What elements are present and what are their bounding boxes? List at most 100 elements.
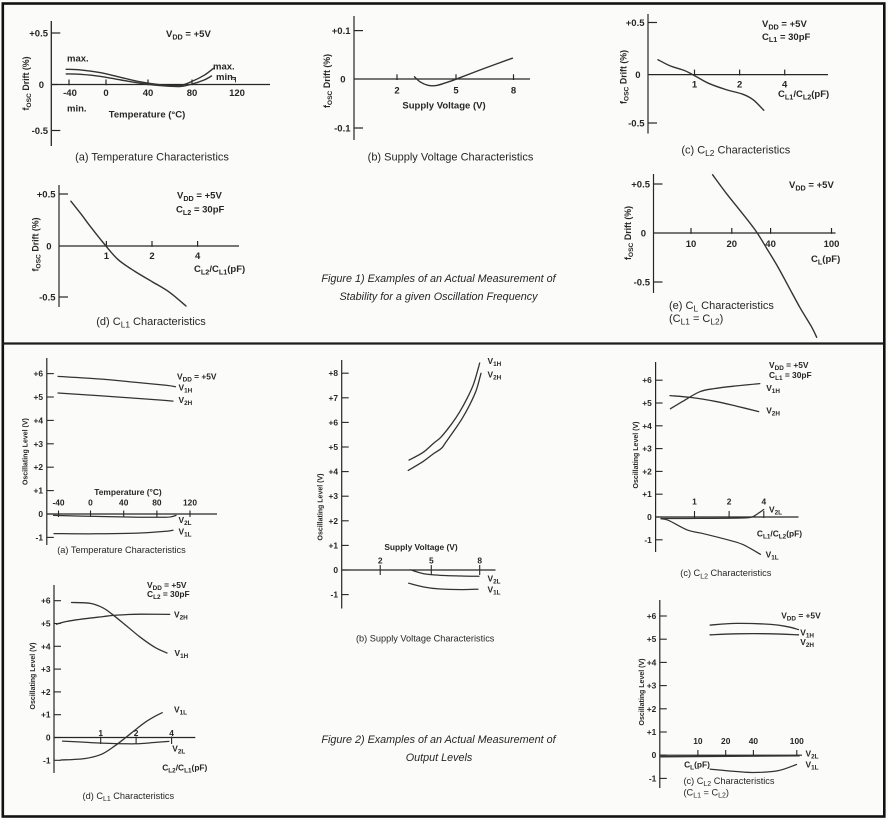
svg-text:+3: +3 (642, 444, 652, 454)
svg-text:0: 0 (46, 733, 51, 743)
svg-text:+3: +3 (647, 681, 657, 691)
svg-text:Temperature (°C): Temperature (°C) (109, 110, 185, 121)
svg-text:Temperature (°C): Temperature (°C) (94, 487, 162, 497)
svg-text:0: 0 (333, 565, 338, 575)
svg-text:Supply Voltage (V): Supply Voltage (V) (402, 101, 485, 112)
svg-text:+6: +6 (33, 369, 43, 379)
svg-text:120: 120 (183, 498, 197, 508)
svg-text:+8: +8 (328, 368, 338, 378)
svg-text:-0.5: -0.5 (32, 126, 49, 137)
svg-text:(c) CL2 Characteristics: (c) CL2 Characteristics (681, 145, 790, 159)
svg-text:0: 0 (88, 498, 93, 508)
svg-text:(a) Temperature Characteristic: (a) Temperature Characteristics (57, 545, 186, 555)
svg-text:-1: -1 (331, 590, 339, 600)
svg-text:-1: -1 (649, 773, 657, 783)
svg-text:+4: +4 (328, 467, 338, 477)
svg-text:8: 8 (511, 86, 516, 97)
svg-text:1: 1 (692, 80, 698, 91)
svg-text:max.: max. (213, 62, 235, 73)
svg-text:+2: +2 (642, 466, 652, 476)
svg-text:+7: +7 (328, 393, 338, 403)
svg-text:+2: +2 (647, 704, 657, 714)
svg-text:(CL1 = CL2): (CL1 = CL2) (669, 313, 723, 327)
svg-text:+4: +4 (33, 415, 43, 425)
svg-text:(d) CL1 Characteristics: (d) CL1 Characteristics (96, 316, 206, 330)
svg-text:2: 2 (737, 80, 742, 91)
svg-text:VDD = +5V: VDD = +5V (177, 191, 222, 203)
svg-text:2: 2 (134, 728, 139, 738)
svg-text:-1: -1 (36, 532, 44, 542)
svg-text:+1: +1 (328, 540, 338, 550)
svg-text:+6: +6 (647, 611, 657, 621)
svg-text:80: 80 (152, 498, 162, 508)
svg-text:-0.5: -0.5 (628, 118, 645, 129)
svg-text:max.: max. (67, 54, 89, 65)
svg-text:10: 10 (693, 736, 703, 746)
svg-text:40: 40 (749, 736, 759, 746)
svg-text:-1: -1 (43, 755, 51, 765)
svg-text:100: 100 (824, 239, 840, 250)
svg-text:+6: +6 (328, 417, 338, 427)
svg-text:(e) CL Characteristics: (e) CL Characteristics (669, 300, 774, 314)
svg-text:0: 0 (46, 241, 51, 252)
svg-text:1: 1 (104, 251, 110, 262)
svg-text:+0.5: +0.5 (29, 28, 48, 39)
svg-text:+2: +2 (328, 516, 338, 526)
svg-text:4: 4 (782, 80, 788, 91)
svg-text:+5: +5 (328, 442, 338, 452)
svg-text:Stability for a given Oscillat: Stability for a given Oscillation Freque… (339, 291, 538, 303)
svg-text:8: 8 (477, 556, 482, 566)
svg-text:Output Levels: Output Levels (406, 752, 473, 764)
svg-text:+4: +4 (647, 657, 657, 667)
svg-text:4: 4 (195, 251, 201, 262)
svg-text:+0.5: +0.5 (37, 189, 56, 200)
svg-text:20: 20 (727, 239, 738, 250)
svg-text:CL2/CL1(pF): CL2/CL1(pF) (194, 264, 245, 276)
svg-text:+1: +1 (33, 486, 43, 496)
svg-text:CL1/CL2(pF): CL1/CL2(pF) (778, 89, 829, 101)
svg-text:5: 5 (453, 86, 459, 97)
svg-text:4: 4 (169, 728, 174, 738)
svg-text:-0.5: -0.5 (39, 292, 56, 303)
svg-text:0: 0 (652, 750, 657, 760)
svg-text:4: 4 (761, 497, 766, 507)
svg-text:CL1 = 30pF: CL1 = 30pF (762, 32, 811, 44)
svg-text:+5: +5 (642, 398, 652, 408)
svg-text:40: 40 (119, 498, 129, 508)
svg-text:(b) Supply Voltage Characteris: (b) Supply Voltage Characteristics (356, 634, 495, 644)
svg-text:Oscillating Level (V): Oscillating Level (V) (633, 422, 640, 489)
svg-text:+1: +1 (647, 727, 657, 737)
svg-text:-40: -40 (52, 498, 64, 508)
svg-text:+6: +6 (642, 375, 652, 385)
svg-text:+4: +4 (41, 641, 51, 651)
svg-text:Oscillating Level (V): Oscillating Level (V) (639, 659, 646, 726)
svg-text:+1: +1 (642, 489, 652, 499)
svg-text:Oscillating Level (V): Oscillating Level (V) (23, 418, 30, 485)
svg-text:+1: +1 (41, 710, 51, 720)
svg-text:0: 0 (39, 80, 44, 91)
svg-text:min.: min. (216, 72, 236, 83)
svg-text:120: 120 (229, 88, 245, 99)
svg-text:0: 0 (38, 509, 43, 519)
svg-text:VDD = +5V: VDD = +5V (166, 29, 211, 41)
svg-text:(b) Supply Voltage Characteris: (b) Supply Voltage Characteristics (368, 152, 534, 164)
svg-text:+0.5: +0.5 (626, 18, 645, 29)
svg-text:100: 100 (790, 736, 804, 746)
svg-text:10: 10 (686, 239, 697, 250)
svg-text:VDD = +5V: VDD = +5V (789, 180, 834, 192)
svg-text:0: 0 (103, 88, 108, 99)
svg-text:+4: +4 (642, 421, 652, 431)
svg-text:Figure 1) Examples of an Actua: Figure 1) Examples of an Actual Measurem… (321, 273, 556, 285)
svg-text:40: 40 (765, 239, 776, 250)
svg-text:+3: +3 (33, 439, 43, 449)
svg-text:-0.1: -0.1 (334, 123, 351, 134)
svg-text:1: 1 (98, 728, 103, 738)
svg-text:2: 2 (149, 251, 154, 262)
svg-text:+0.1: +0.1 (332, 26, 351, 37)
svg-text:80: 80 (187, 88, 198, 99)
svg-text:VDD = +5V: VDD = +5V (762, 19, 807, 31)
svg-text:2: 2 (727, 497, 732, 507)
svg-text:min.: min. (67, 104, 87, 115)
svg-text:+0.5: +0.5 (631, 179, 650, 190)
svg-text:(a) Temperature Characteristic: (a) Temperature Characteristics (75, 152, 229, 164)
